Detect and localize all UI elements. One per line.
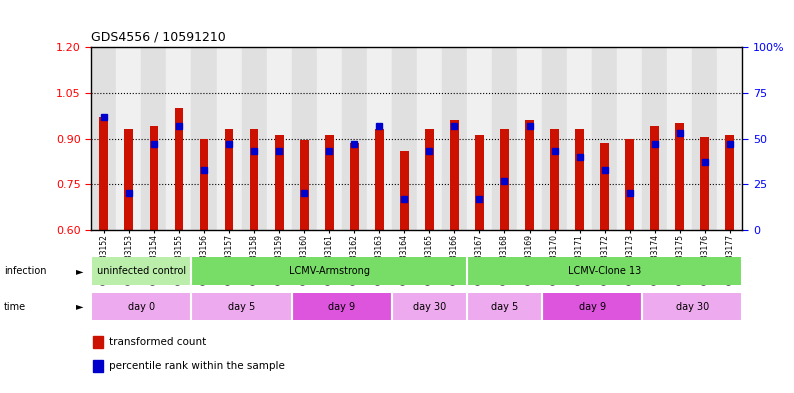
Bar (592, 47, 617, 230)
Bar (642, 293, 742, 320)
Bar (167, 47, 191, 230)
Bar (650, 127, 659, 230)
Text: day 5: day 5 (228, 301, 255, 312)
Bar (93, 336, 103, 348)
Bar (91, 293, 191, 320)
Bar (542, 293, 642, 320)
Bar (626, 138, 634, 230)
Bar (642, 47, 667, 230)
Bar (500, 129, 509, 230)
Bar (492, 47, 517, 230)
Bar (93, 360, 103, 372)
Text: LCMV-Clone 13: LCMV-Clone 13 (568, 266, 642, 276)
Text: infection: infection (4, 266, 47, 276)
Bar (249, 129, 259, 230)
Bar (275, 136, 283, 230)
Bar (149, 127, 158, 230)
Bar (367, 47, 391, 230)
Text: day 0: day 0 (128, 301, 155, 312)
Bar (241, 47, 267, 230)
Bar (575, 129, 584, 230)
Bar (341, 47, 367, 230)
Bar (467, 293, 542, 320)
Bar (291, 293, 391, 320)
Bar (391, 293, 467, 320)
Text: day 30: day 30 (676, 301, 709, 312)
Bar (125, 129, 133, 230)
Text: day 9: day 9 (579, 301, 606, 312)
Text: time: time (4, 301, 26, 312)
Bar (717, 47, 742, 230)
Bar (450, 120, 459, 230)
Bar (225, 129, 233, 230)
Text: uninfected control: uninfected control (97, 266, 186, 276)
Text: day 9: day 9 (328, 301, 355, 312)
Bar (726, 136, 734, 230)
Text: day 30: day 30 (413, 301, 446, 312)
Text: transformed count: transformed count (109, 337, 206, 347)
Text: ►: ► (76, 301, 83, 312)
Bar (467, 257, 742, 285)
Bar (692, 47, 717, 230)
Bar (91, 47, 117, 230)
Bar (325, 136, 333, 230)
Bar (676, 123, 684, 230)
Text: GDS4556 / 10591210: GDS4556 / 10591210 (91, 30, 226, 43)
Bar (300, 140, 309, 230)
Bar (517, 47, 542, 230)
Bar (467, 47, 492, 230)
Bar (667, 47, 692, 230)
Bar (475, 136, 484, 230)
Bar (317, 47, 341, 230)
Bar (600, 143, 609, 230)
Bar (141, 47, 167, 230)
Bar (525, 120, 534, 230)
Bar (700, 137, 709, 230)
Text: LCMV-Armstrong: LCMV-Armstrong (289, 266, 370, 276)
Bar (425, 129, 434, 230)
Bar (191, 293, 291, 320)
Bar (617, 47, 642, 230)
Bar (291, 47, 317, 230)
Bar (99, 117, 108, 230)
Text: ►: ► (76, 266, 83, 276)
Bar (375, 129, 384, 230)
Bar (442, 47, 467, 230)
Bar (417, 47, 442, 230)
Text: percentile rank within the sample: percentile rank within the sample (109, 361, 285, 371)
Bar (267, 47, 291, 230)
Bar (191, 257, 467, 285)
Bar (350, 143, 359, 230)
Text: day 5: day 5 (491, 301, 518, 312)
Bar (400, 151, 409, 230)
Bar (217, 47, 241, 230)
Bar (199, 138, 208, 230)
Bar (117, 47, 141, 230)
Bar (542, 47, 567, 230)
Bar (391, 47, 417, 230)
Bar (567, 47, 592, 230)
Bar (175, 108, 183, 230)
Bar (191, 47, 217, 230)
Bar (91, 257, 191, 285)
Bar (550, 129, 559, 230)
